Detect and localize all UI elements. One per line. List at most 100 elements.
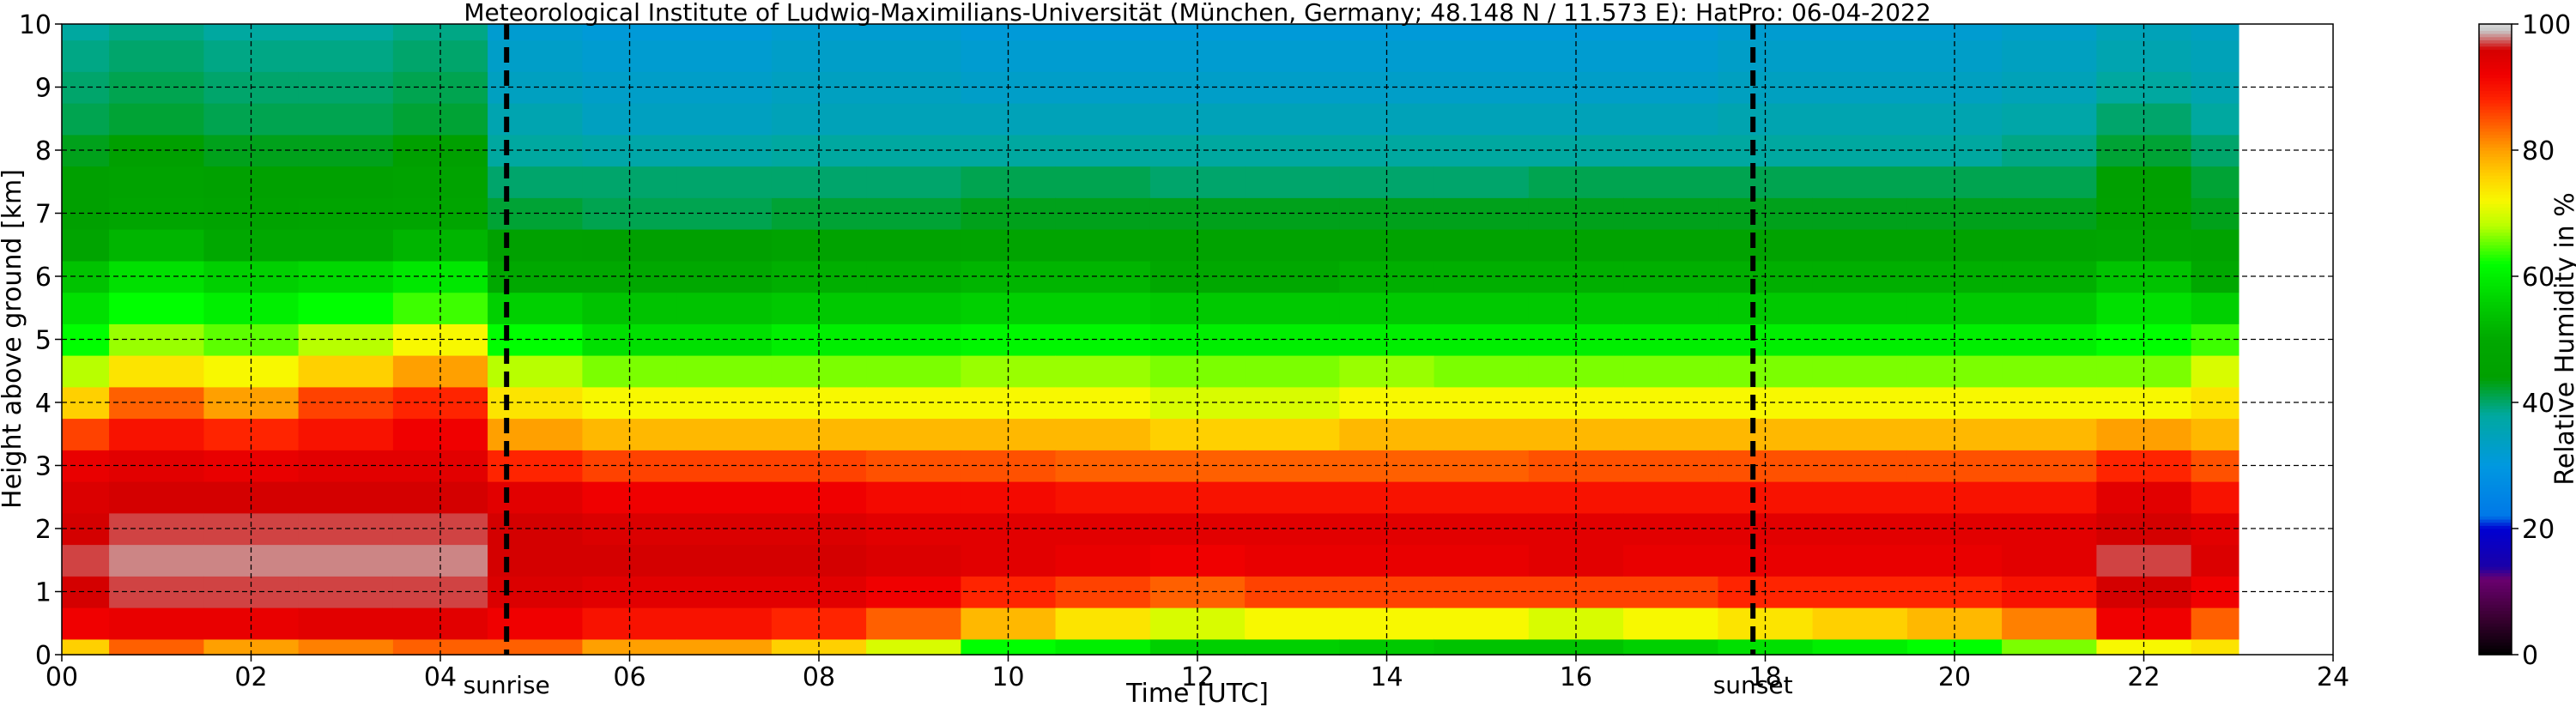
colorbar-swatch — [2479, 487, 2512, 492]
colorbar-tick-label: 40 — [2522, 389, 2555, 419]
heatmap-cell — [1433, 480, 1530, 514]
colorbar-swatch — [2479, 452, 2512, 457]
colorbar-swatch — [2479, 162, 2512, 166]
heatmap-cell — [2191, 386, 2240, 420]
heatmap-cell — [109, 102, 205, 136]
heatmap-cell — [1245, 166, 1341, 198]
colorbar-swatch — [2479, 541, 2512, 545]
y-tick-label: 2 — [35, 515, 52, 545]
heatmap-cell — [109, 480, 205, 514]
colorbar-swatch — [2479, 431, 2512, 435]
heatmap-cell — [1245, 607, 1341, 640]
colorbar-swatch — [2479, 184, 2512, 189]
heatmap-cell — [582, 24, 678, 41]
colorbar-swatch — [2479, 209, 2512, 215]
heatmap-cell — [1149, 638, 1246, 656]
colorbar-swatch — [2479, 651, 2512, 656]
colorbar-swatch — [2479, 569, 2512, 574]
colorbar-swatch — [2479, 408, 2512, 413]
heatmap-cell — [2191, 102, 2240, 136]
heatmap-cell — [109, 292, 205, 324]
colorbar-swatch — [2479, 342, 2512, 347]
colorbar-swatch — [2479, 623, 2512, 627]
colorbar-swatch — [2479, 188, 2512, 192]
colorbar-swatch — [2479, 572, 2512, 577]
heatmap-cell — [109, 354, 205, 388]
colorbar-swatch — [2479, 412, 2512, 416]
grid — [62, 24, 2333, 655]
heatmap-cell — [488, 292, 584, 324]
colorbar-swatch — [2479, 314, 2512, 318]
y-tick-label: 5 — [35, 326, 52, 356]
heatmap-cell — [1245, 102, 1341, 136]
heatmap-cell — [298, 166, 394, 198]
y-tick-label: 8 — [35, 136, 52, 166]
y-tick-label: 9 — [35, 74, 52, 104]
heatmap-cell — [1812, 354, 1908, 388]
heatmap-cell — [2002, 39, 2098, 72]
heatmap-cell — [109, 228, 205, 262]
heatmap-cell — [109, 39, 205, 72]
heatmap-cell — [62, 607, 110, 640]
heatmap-cell — [62, 323, 110, 356]
colorbar-swatch — [2479, 232, 2512, 236]
heatmap-cell — [298, 102, 394, 136]
heatmap-cell — [62, 638, 110, 656]
heatmap-cell — [2191, 323, 2240, 356]
colorbar-swatch — [2479, 424, 2512, 429]
colorbar-swatch — [2479, 625, 2512, 631]
colorbar-swatch — [2479, 156, 2512, 160]
heatmap-cell — [1812, 638, 1908, 656]
colorbar-swatch — [2479, 153, 2512, 157]
heatmap-cell — [1245, 544, 1341, 577]
colorbar-swatch — [2479, 377, 2512, 381]
heatmap-cell — [2002, 24, 2098, 41]
colorbar-swatch — [2479, 450, 2512, 454]
heatmap-cell — [961, 638, 1057, 656]
heatmap-cell — [2096, 24, 2192, 41]
heatmap-cell — [1812, 24, 1908, 41]
colorbar-swatch — [2479, 433, 2512, 438]
colorbar-swatch — [2479, 24, 2512, 28]
colorbar-tick-label: 0 — [2522, 641, 2538, 671]
heatmap-cell — [2191, 512, 2240, 546]
x-tick-label: 00 — [45, 662, 78, 692]
heatmap-cell — [1433, 607, 1530, 640]
colorbar-swatch — [2479, 263, 2512, 268]
colorbar-swatch — [2479, 93, 2512, 98]
colorbar-swatch — [2479, 109, 2512, 113]
colorbar-swatch — [2479, 613, 2512, 618]
heatmap-cell — [1055, 607, 1151, 640]
colorbar-swatch — [2479, 386, 2512, 390]
heatmap-cell — [488, 354, 584, 388]
heatmap-cell — [488, 228, 584, 262]
heatmap-cell — [2191, 24, 2240, 41]
colorbar-swatch — [2479, 71, 2512, 76]
colorbar-swatch — [2479, 635, 2512, 640]
colorbar-swatch — [2479, 102, 2512, 107]
x-tick-label: 06 — [613, 662, 646, 692]
colorbar-swatch — [2479, 531, 2512, 535]
colorbar-swatch — [2479, 49, 2512, 53]
heatmap-cell — [2191, 418, 2240, 450]
colorbar-swatch — [2479, 345, 2512, 350]
colorbar-swatch — [2479, 578, 2512, 583]
colorbar-swatch — [2479, 222, 2512, 227]
colorbar-swatch — [2479, 471, 2512, 476]
heatmap-cell — [298, 228, 394, 262]
colorbar-swatch — [2479, 143, 2512, 148]
colorbar-swatch — [2479, 462, 2512, 467]
heatmap-cell — [866, 39, 962, 72]
heatmap-cell — [1433, 544, 1530, 577]
heatmap-cell — [676, 354, 773, 388]
colorbar-swatch — [2479, 516, 2512, 520]
heatmap-cell — [1055, 544, 1151, 577]
colorbar-swatch — [2479, 566, 2512, 571]
heatmap-cell — [676, 166, 773, 198]
heatmap-cell — [203, 24, 300, 41]
heatmap-cell — [2191, 228, 2240, 262]
heatmap-cell — [62, 228, 110, 262]
colorbar-swatch — [2479, 317, 2512, 322]
colorbar-swatch — [2479, 383, 2512, 388]
